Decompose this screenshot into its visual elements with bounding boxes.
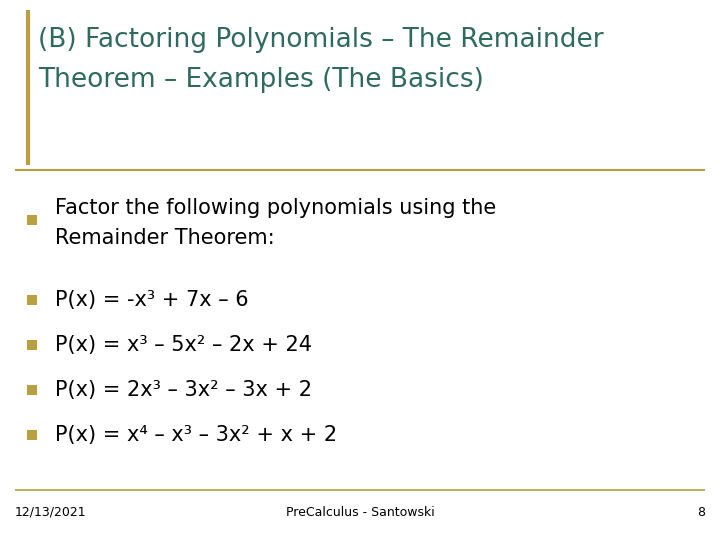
Text: PreCalculus - Santowski: PreCalculus - Santowski [286,505,434,518]
Text: 8: 8 [697,505,705,518]
Text: (B) Factoring Polynomials – The Remainder: (B) Factoring Polynomials – The Remainde… [38,27,603,53]
FancyBboxPatch shape [27,385,37,395]
FancyBboxPatch shape [27,340,37,350]
FancyBboxPatch shape [27,430,37,440]
FancyBboxPatch shape [27,215,37,225]
Text: P(x) = -x³ + 7x – 6: P(x) = -x³ + 7x – 6 [55,290,248,310]
Text: P(x) = 2x³ – 3x² – 3x + 2: P(x) = 2x³ – 3x² – 3x + 2 [55,380,312,400]
Text: 12/13/2021: 12/13/2021 [15,505,86,518]
Text: P(x) = x³ – 5x² – 2x + 24: P(x) = x³ – 5x² – 2x + 24 [55,335,312,355]
Text: Factor the following polynomials using the: Factor the following polynomials using t… [55,198,496,218]
FancyBboxPatch shape [27,295,37,305]
Text: P(x) = x⁴ – x³ – 3x² + x + 2: P(x) = x⁴ – x³ – 3x² + x + 2 [55,425,337,445]
Text: Theorem – Examples (The Basics): Theorem – Examples (The Basics) [38,67,484,93]
Text: Remainder Theorem:: Remainder Theorem: [55,228,274,248]
